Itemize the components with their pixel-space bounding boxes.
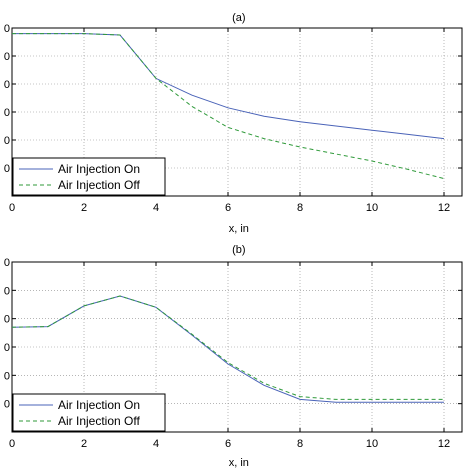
x-tick-label: 2 [81,438,87,450]
series-line-air-injection-off [11,295,444,400]
y-tick-label: 0 [4,257,10,269]
legend-label: Air Injection On [58,398,140,412]
x-axis-label: x, in [229,223,249,235]
legend-label: Air Injection Off [58,414,140,428]
y-tick-label: 0 [4,23,10,35]
y-tick-label: 0 [4,135,10,147]
legend-label: Air Injection On [58,162,140,176]
x-axis-label: x, in [229,457,249,469]
y-tick-label: 0 [4,163,10,175]
x-tick-label: 6 [225,202,231,214]
legend: Air Injection On Air Injection Off [12,157,166,196]
y-tick-label: 0 [4,342,10,354]
y-tick-label: 0 [4,399,10,411]
x-tick-label: 8 [297,438,303,450]
legend-box [12,157,166,196]
x-tick-label: 6 [225,438,231,450]
x-tick-label: 12 [438,202,450,214]
y-tick-label: 0 [4,285,10,297]
legend-label: Air Injection Off [58,178,140,192]
x-tick-label: 2 [81,202,87,214]
x-tick-label: 4 [153,202,159,214]
legend: Air Injection On Air Injection Off [12,393,166,432]
series-line-air-injection-on [12,33,445,140]
legend-box [12,393,166,432]
x-tick-label: 0 [9,438,15,450]
x-tick-label: 4 [153,438,159,450]
x-tick-label: 10 [366,202,378,214]
y-tick-label: 0 [4,51,10,63]
y-tick-label: 0 [4,79,10,91]
y-tick-label: 0 [4,107,10,119]
x-tick-label: 10 [366,438,378,450]
x-tick-label: 8 [297,202,303,214]
x-tick-label: 12 [438,438,450,450]
y-tick-label: 0 [4,370,10,382]
panel-title: (b) [232,244,245,256]
x-tick-label: 0 [9,202,15,214]
y-tick-label: 0 [4,314,10,326]
panel-title: (a) [232,12,245,24]
